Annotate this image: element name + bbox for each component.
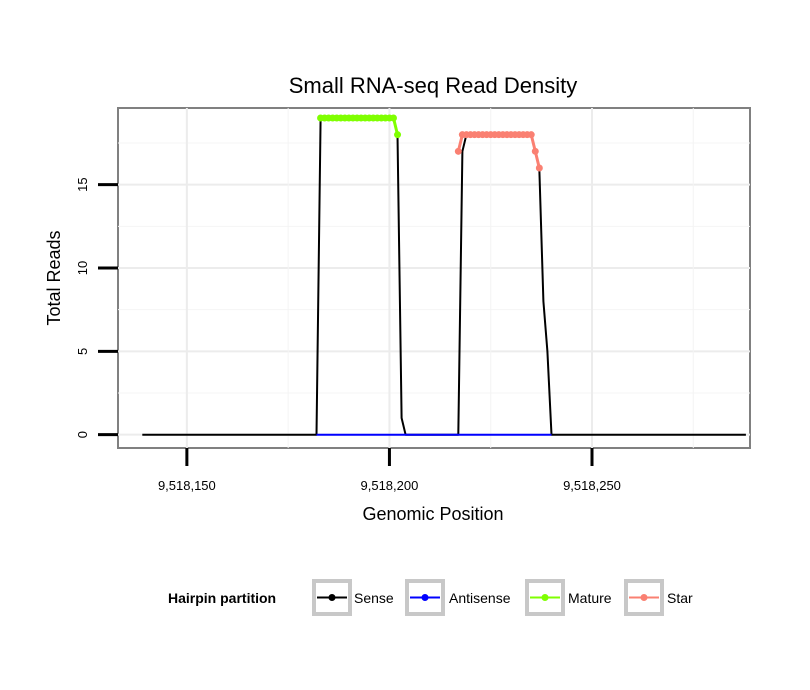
series-points: [317, 114, 543, 172]
legend-label-mature: Mature: [568, 590, 612, 606]
x-axis-title: Genomic Position: [362, 504, 503, 524]
legend-key-point-mature: [541, 594, 549, 601]
star-point-0: [454, 147, 462, 155]
y-axis: 0 5 10 15: [75, 177, 118, 438]
chart-title: Small RNA-seq Read Density: [289, 73, 578, 98]
x-axis: 9,518,150 9,518,200 9,518,250: [158, 448, 621, 493]
y-axis-title: Total Reads: [44, 230, 64, 325]
mature-point-18: [389, 114, 397, 122]
star-point-19: [531, 147, 539, 155]
legend-key-point-star: [640, 594, 648, 601]
y-tick-label-1: 5: [75, 348, 90, 355]
legend-label-sense: Sense: [354, 590, 394, 606]
legend-label-antisense: Antisense: [449, 590, 511, 606]
x-tick-label-0: 9,518,150: [158, 478, 216, 493]
legend-label-star: Star: [667, 590, 693, 606]
mature-point-19: [394, 131, 402, 139]
x-tick-label-2: 9,518,250: [563, 478, 621, 493]
plot-panel: [117, 107, 751, 449]
legend-key-point-sense: [328, 594, 336, 601]
y-tick-label-2: 10: [75, 261, 90, 275]
y-tick-label-3: 15: [75, 177, 90, 191]
legend-key-point-antisense: [421, 594, 429, 601]
legend: Hairpin partition Sense Antisense Mature St…: [168, 579, 693, 616]
y-tick-label-0: 0: [75, 431, 90, 438]
star-point-20: [535, 164, 543, 172]
star-point-18: [527, 131, 535, 139]
legend-title: Hairpin partition: [168, 590, 276, 606]
x-tick-label-1: 9,518,200: [361, 478, 419, 493]
